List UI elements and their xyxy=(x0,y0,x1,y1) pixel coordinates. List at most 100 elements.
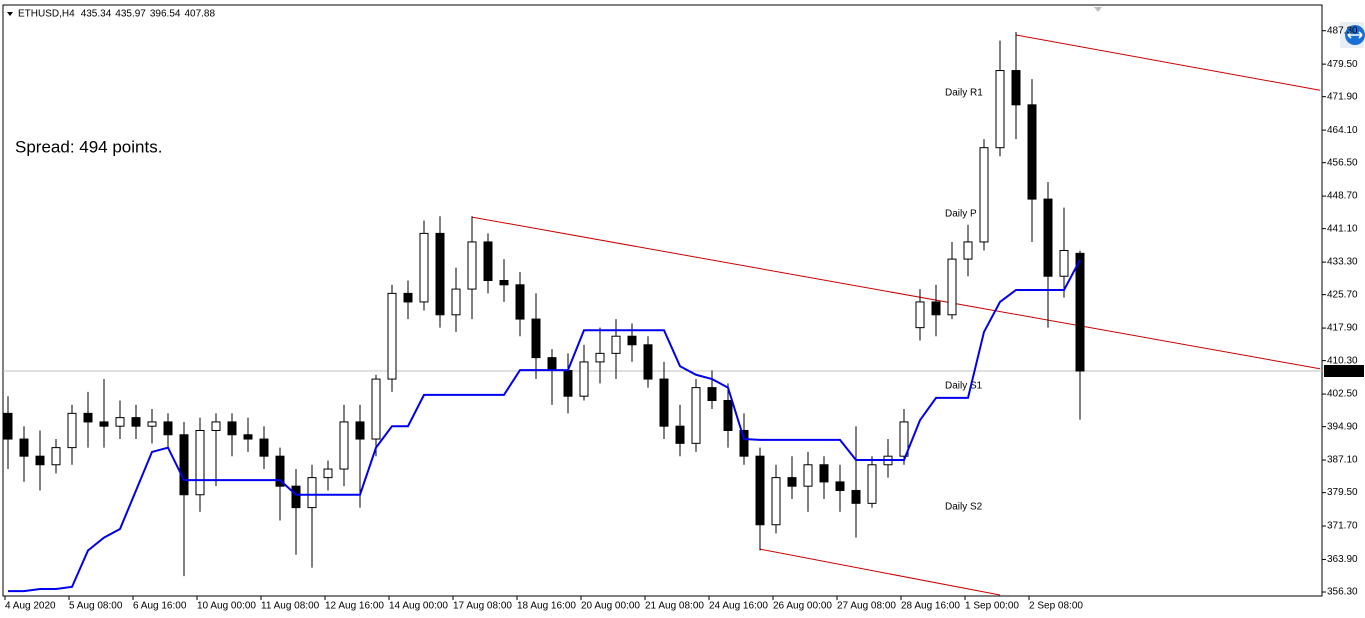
candle-body xyxy=(995,70,1005,149)
y-tick-label: 379.50 xyxy=(1327,487,1358,498)
candle-body xyxy=(51,447,61,466)
x-tick-label: 14 Aug 00:00 xyxy=(389,601,448,612)
x-tick-label: 21 Aug 08:00 xyxy=(645,601,704,612)
level-label: Daily S2 xyxy=(945,502,983,513)
trendline xyxy=(759,548,1001,596)
candle-body xyxy=(131,417,141,427)
x-tick-label: 28 Aug 16:00 xyxy=(901,601,960,612)
indicator-line xyxy=(8,259,1081,593)
y-tick-label: 394.90 xyxy=(1327,421,1358,432)
y-tick-label: 456.50 xyxy=(1327,157,1358,168)
candle-body xyxy=(227,421,237,436)
candle-body xyxy=(83,412,93,423)
candle-body xyxy=(195,429,205,496)
candle-body xyxy=(803,464,813,487)
candle-body xyxy=(275,455,285,487)
candle-body xyxy=(435,232,445,316)
y-tick-label: 387.10 xyxy=(1327,455,1358,466)
candle-body xyxy=(563,369,573,397)
trendline xyxy=(471,216,1321,370)
candle-body xyxy=(387,292,397,380)
x-tick-label: 1 Sep 00:00 xyxy=(965,601,1019,612)
candle-body xyxy=(291,485,301,509)
candle-body xyxy=(611,335,621,354)
x-tick-label: 12 Aug 16:00 xyxy=(325,601,384,612)
candle-body xyxy=(371,378,381,440)
candle-body xyxy=(3,412,13,440)
x-tick-label: 27 Aug 08:00 xyxy=(837,601,896,612)
candle-body xyxy=(691,387,701,444)
y-tick-label: 433.30 xyxy=(1327,257,1358,268)
header-open: 435.34 xyxy=(81,9,112,20)
y-tick-label: 425.70 xyxy=(1327,289,1358,300)
candle-body xyxy=(531,318,541,359)
app-icon[interactable] xyxy=(1340,22,1365,48)
candle-body xyxy=(835,481,845,491)
candle-body xyxy=(499,280,509,286)
candle-body xyxy=(179,434,189,496)
x-tick-label: 6 Aug 16:00 xyxy=(133,601,187,612)
icon-arrow xyxy=(1347,31,1363,39)
candle-body xyxy=(851,489,861,504)
candle-body xyxy=(243,434,253,440)
symbol: ETHUSD,H4 xyxy=(18,9,75,20)
y-tick-label: 417.90 xyxy=(1327,323,1358,334)
shift-marker xyxy=(1094,7,1102,12)
candle-body xyxy=(147,421,157,427)
y-tick-label: 479.50 xyxy=(1327,59,1358,70)
y-tick-label: 464.10 xyxy=(1327,125,1358,136)
header-close: 407.88 xyxy=(184,9,215,20)
y-tick-label: 402.50 xyxy=(1327,389,1358,400)
candle-body xyxy=(547,357,557,371)
candle-body xyxy=(1043,198,1053,277)
candle-body xyxy=(627,335,637,346)
y-tick-label: 371.70 xyxy=(1327,521,1358,532)
candle-body xyxy=(1011,70,1021,106)
price-label-bg xyxy=(1324,365,1364,378)
candle-body xyxy=(35,455,45,466)
candle-body xyxy=(211,421,221,431)
candle-body xyxy=(723,399,733,431)
candle-body xyxy=(707,387,717,401)
plot-area xyxy=(2,4,1323,597)
candle-body xyxy=(947,258,957,316)
x-tick-label: 5 Aug 08:00 xyxy=(69,601,123,612)
candle-body xyxy=(355,421,365,440)
price-label: 407.88 xyxy=(1327,366,1358,377)
candle-body xyxy=(67,412,77,449)
x-tick-label: 10 Aug 00:00 xyxy=(197,601,256,612)
header-low: 396.54 xyxy=(150,9,181,20)
candle-body xyxy=(403,292,413,303)
candle-body xyxy=(1059,250,1069,277)
candle-body xyxy=(915,301,925,329)
candle-body xyxy=(99,421,109,427)
candle-body xyxy=(307,477,317,509)
candle-body xyxy=(771,477,781,526)
candle-body xyxy=(515,284,525,320)
level-label: Daily S1 xyxy=(945,381,983,392)
x-tick-label: 20 Aug 00:00 xyxy=(581,601,640,612)
x-tick-label: 18 Aug 16:00 xyxy=(517,601,576,612)
candle-body xyxy=(739,429,749,457)
candle-body xyxy=(755,455,765,526)
candle-body xyxy=(867,464,877,504)
candle-body xyxy=(323,468,333,479)
candle-body xyxy=(819,464,829,483)
trendline xyxy=(1015,34,1321,91)
y-tick-label: 441.10 xyxy=(1327,223,1358,234)
candle-body xyxy=(787,477,797,487)
candle-body xyxy=(595,352,605,363)
x-tick-label: 11 Aug 08:00 xyxy=(261,601,320,612)
x-tick-label: 17 Aug 08:00 xyxy=(453,601,512,612)
candle-body xyxy=(675,425,685,444)
candle-body xyxy=(931,301,941,316)
x-tick-label: 24 Aug 16:00 xyxy=(709,601,768,612)
candle-body xyxy=(1027,104,1037,200)
y-tick-label: 471.90 xyxy=(1327,91,1358,102)
candle-body xyxy=(163,421,173,436)
menu-arrow[interactable] xyxy=(7,12,13,16)
spread-annotation: Spread: 494 points. xyxy=(15,137,162,156)
candle-body xyxy=(467,241,477,290)
header-high: 435.97 xyxy=(115,9,146,20)
candle-body xyxy=(579,361,589,397)
